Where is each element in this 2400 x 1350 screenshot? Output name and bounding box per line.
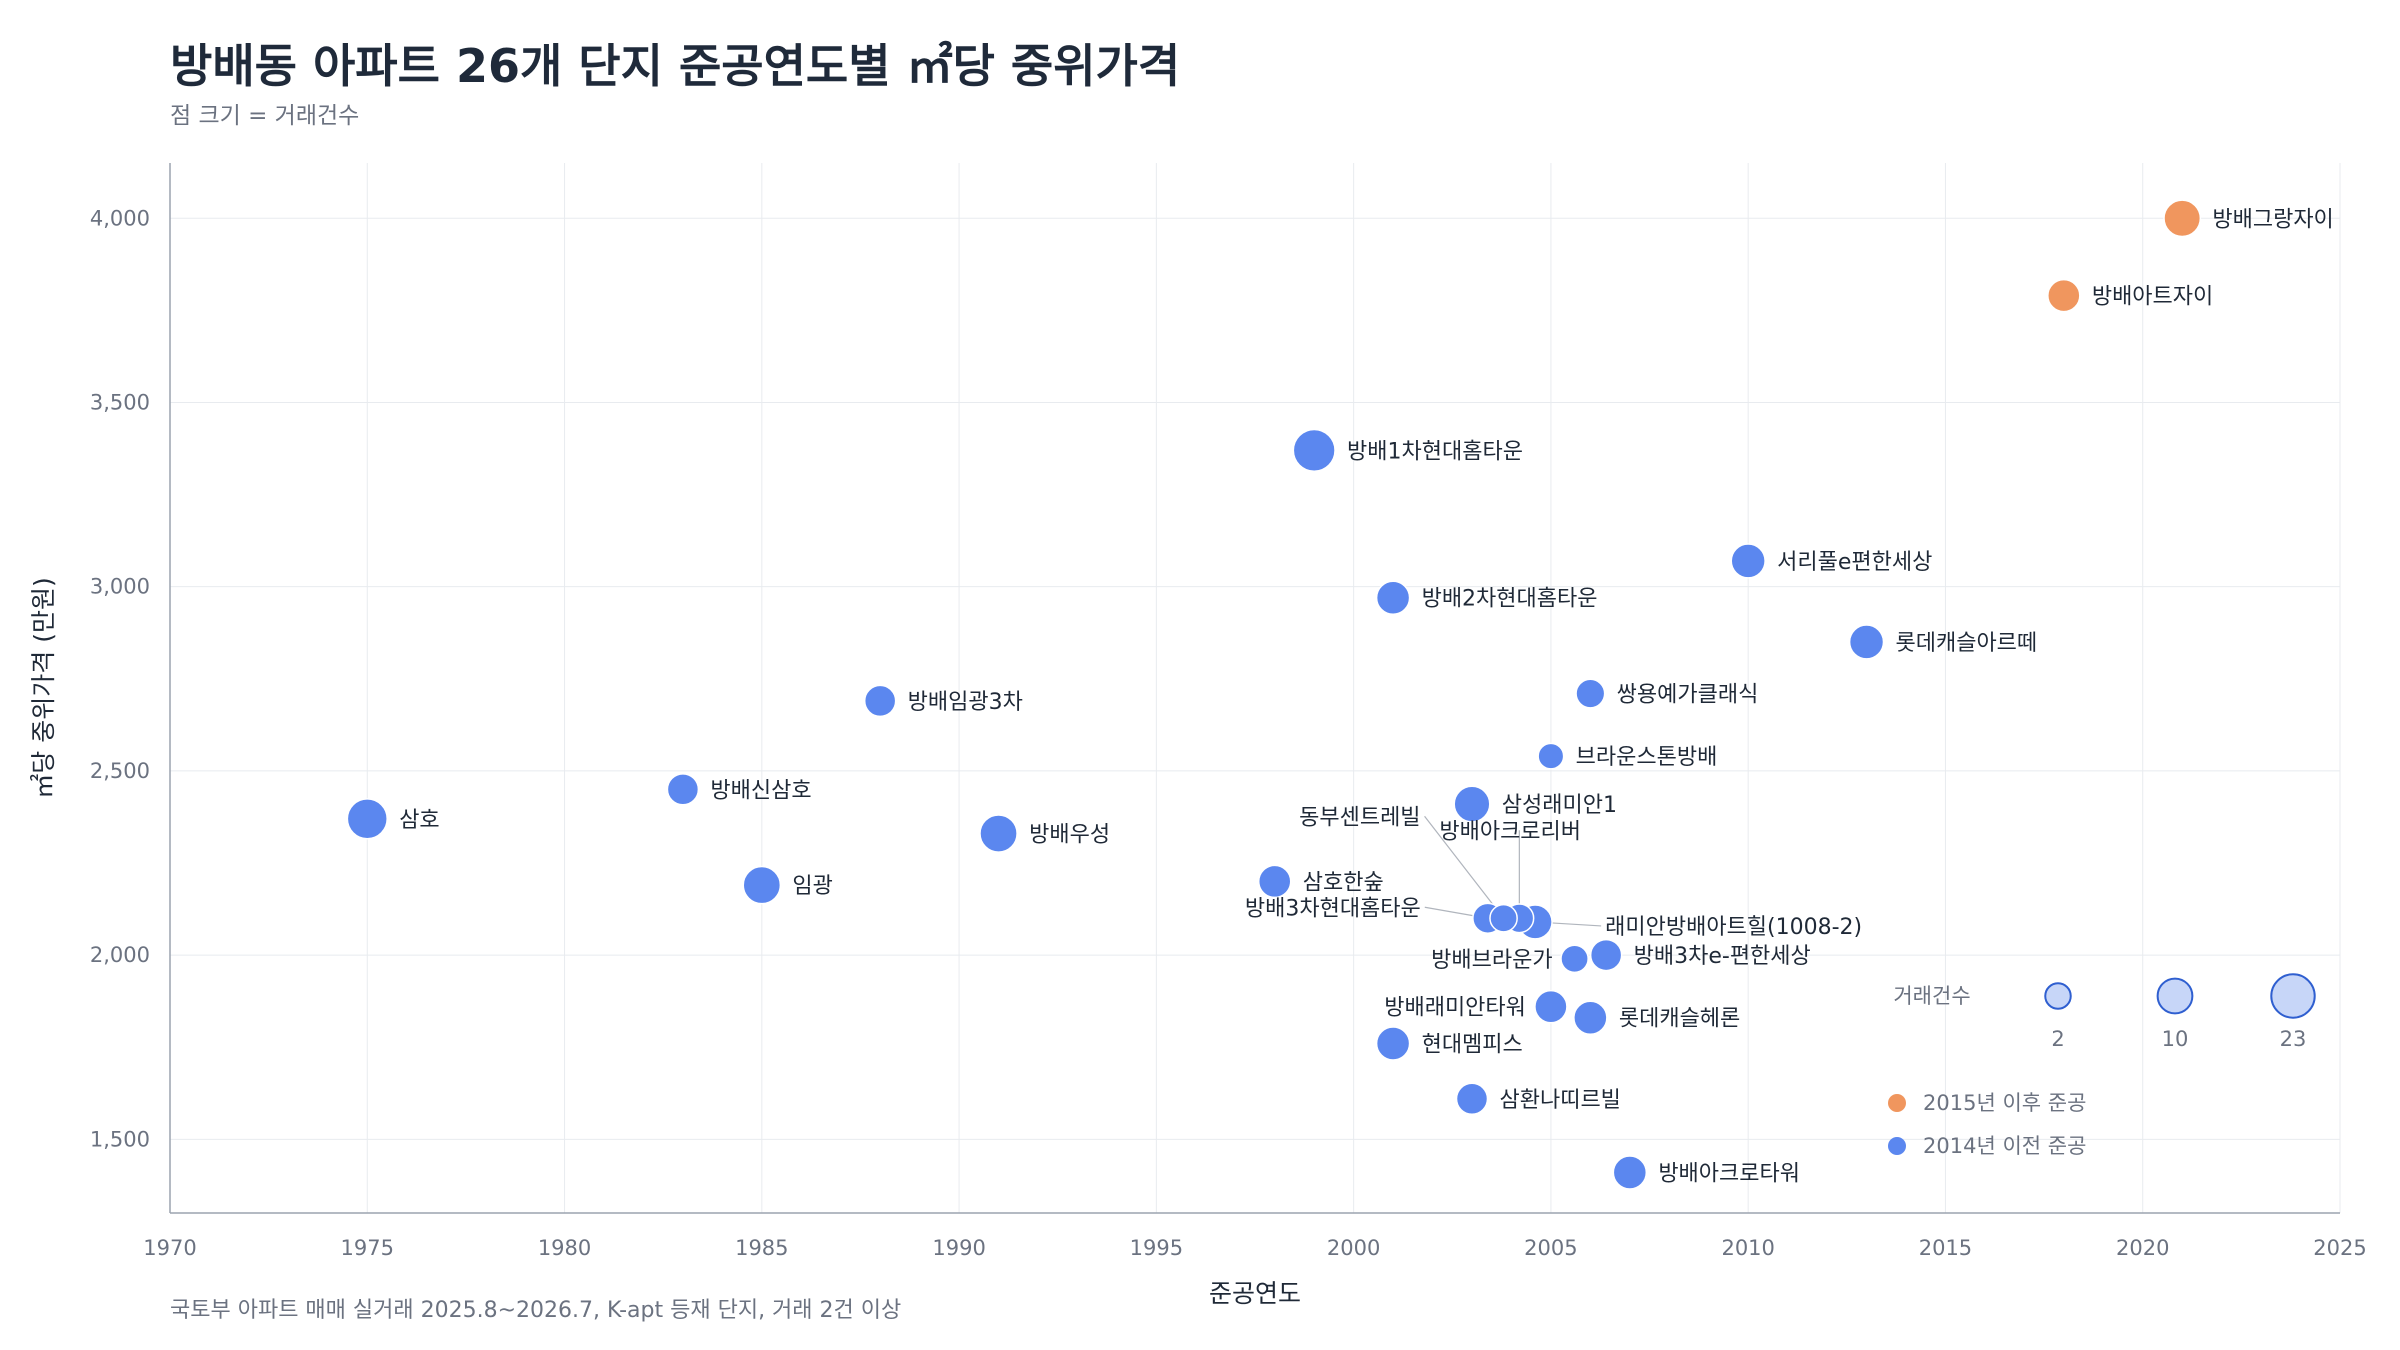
source-note: 국토부 아파트 매매 실거래 2025.8~2026.7, K-apt 등재 단…: [170, 1298, 902, 1323]
legend-size-label: 2: [2051, 1027, 2064, 1051]
point-label: 방배아트자이: [2092, 285, 2213, 310]
point-label: 방배아크로리버: [1439, 819, 1581, 844]
point-label: 삼환나띠르빌: [1499, 1088, 1620, 1113]
x-tick-label: 1970: [143, 1236, 196, 1260]
axes-layer: [169, 163, 2340, 1214]
y-tick-label: 2,000: [90, 943, 150, 967]
data-point: [666, 773, 700, 806]
point-label: 방배아크로타워: [1658, 1161, 1800, 1186]
chart-subtitle: 점 크기 = 거래건수: [170, 103, 360, 129]
point-label: 방배우성: [1029, 823, 1110, 848]
data-point: [1560, 944, 1589, 974]
data-point: [1453, 785, 1491, 823]
data-point: [1534, 989, 1568, 1024]
point-label: 동부센트레빌: [1299, 805, 1420, 830]
point-label: 삼호한숲: [1303, 870, 1384, 895]
point-label: 방배1차현대홈타운: [1347, 439, 1523, 464]
point-label: 방배브라운가: [1431, 948, 1552, 973]
data-point: [2163, 199, 2202, 238]
grid-layer: [170, 163, 2341, 1213]
data-point: [2047, 278, 2081, 313]
y-tick-label: 3,500: [90, 390, 150, 414]
data-point: [863, 684, 897, 718]
y-tick-label: 1,500: [90, 1127, 150, 1151]
point-label: 삼호: [399, 808, 439, 833]
point-label: 현대멤피스: [1422, 1033, 1523, 1058]
data-point: [1575, 678, 1606, 709]
x-tick-label: 2025: [2313, 1236, 2366, 1260]
data-point: [1573, 1000, 1608, 1035]
x-tick-label: 1990: [932, 1236, 985, 1260]
legend: 거래건수 2015년 이후 준공 2014년 이전 준공 2 10 23: [1888, 973, 2316, 1158]
y-tick-label: 2,500: [90, 759, 150, 783]
point-label: 롯데캐슬아르떼: [1895, 631, 2037, 656]
data-point: [1589, 938, 1623, 972]
x-tick-label: 1980: [538, 1236, 591, 1260]
x-tick-label: 2010: [1721, 1236, 1774, 1260]
x-tick-label: 2020: [2116, 1236, 2169, 1260]
point-label: 방배그랑자이: [2212, 207, 2333, 232]
legend-size-circle: [2270, 973, 2316, 1019]
legend-color-recent-dot: [1888, 1094, 1906, 1112]
data-point: [346, 798, 388, 840]
data-point: [1375, 1026, 1411, 1061]
x-tick-label: 1995: [1130, 1236, 1183, 1260]
point-label: 롯데캐슬헤론: [1619, 1007, 1740, 1032]
point-label: 방배래미안타워: [1384, 996, 1526, 1021]
x-tick-label: 2005: [1524, 1236, 1577, 1260]
point-label: 삼성래미안1: [1502, 793, 1617, 818]
x-tick-label: 2015: [1919, 1236, 1972, 1260]
point-label: 방배3차현대홈타운: [1245, 896, 1421, 921]
point-label: 서리풀e편한세상: [1777, 550, 1932, 575]
point-label: 브라운스톤방배: [1576, 745, 1718, 770]
chart-title: 방배동 아파트 26개 단지 준공연도별 ㎡당 중위가격: [170, 39, 1181, 93]
point-label: 방배2차현대홈타운: [1422, 587, 1598, 612]
leader-line: [1424, 815, 1505, 919]
data-point: [1848, 624, 1885, 660]
legend-size-circle: [2044, 982, 2072, 1010]
data-point: [742, 865, 782, 905]
x-axis-title: 준공연도: [1209, 1279, 1301, 1308]
ticks-layer: 1970 1975 1980 1985 1990 1995 2000 2005 2010 2015…: [90, 206, 2367, 1260]
point-label: 방배3차e-편한세상: [1634, 944, 1811, 969]
point-label: 임광: [792, 874, 832, 899]
point-labels: 방배그랑자이방배아트자이방배1차현대홈타운서리풀e편한세상방배2차현대홈타운롯데…: [399, 207, 2334, 1186]
data-point: [1292, 428, 1336, 472]
data-point: [1489, 903, 1518, 933]
legend-size-circle: [2156, 977, 2194, 1015]
data-points: [346, 199, 2202, 1190]
point-label: 래미안방배아트힐(1008-2): [1605, 915, 1862, 940]
data-point: [1537, 742, 1565, 770]
data-point: [1730, 543, 1766, 579]
x-tick-label: 1975: [341, 1236, 394, 1260]
y-tick-label: 3,000: [90, 575, 150, 599]
point-label: 쌍용예가클래식: [1617, 683, 1759, 708]
y-axis-title: ㎡당 중위가격 (만원): [29, 577, 58, 798]
data-point: [1612, 1155, 1648, 1190]
legend-color-recent-label: 2015년 이후 준공: [1923, 1091, 2086, 1115]
legend-size-title: 거래건수: [1893, 984, 1970, 1008]
legend-color-older-dot: [1888, 1137, 1906, 1155]
point-label: 방배신삼호: [710, 778, 811, 803]
data-point: [979, 814, 1018, 853]
data-point: [1375, 580, 1411, 615]
y-tick-label: 4,000: [90, 206, 150, 230]
legend-size-label: 23: [2280, 1027, 2307, 1051]
point-label: 방배임광3차: [908, 690, 1023, 715]
legend-size-label: 10: [2162, 1027, 2189, 1051]
x-tick-label: 2000: [1327, 1236, 1380, 1260]
data-point: [1455, 1082, 1489, 1116]
legend-color-older-label: 2014년 이전 준공: [1923, 1134, 2086, 1158]
data-point: [1257, 864, 1292, 899]
x-tick-label: 1985: [735, 1236, 788, 1260]
